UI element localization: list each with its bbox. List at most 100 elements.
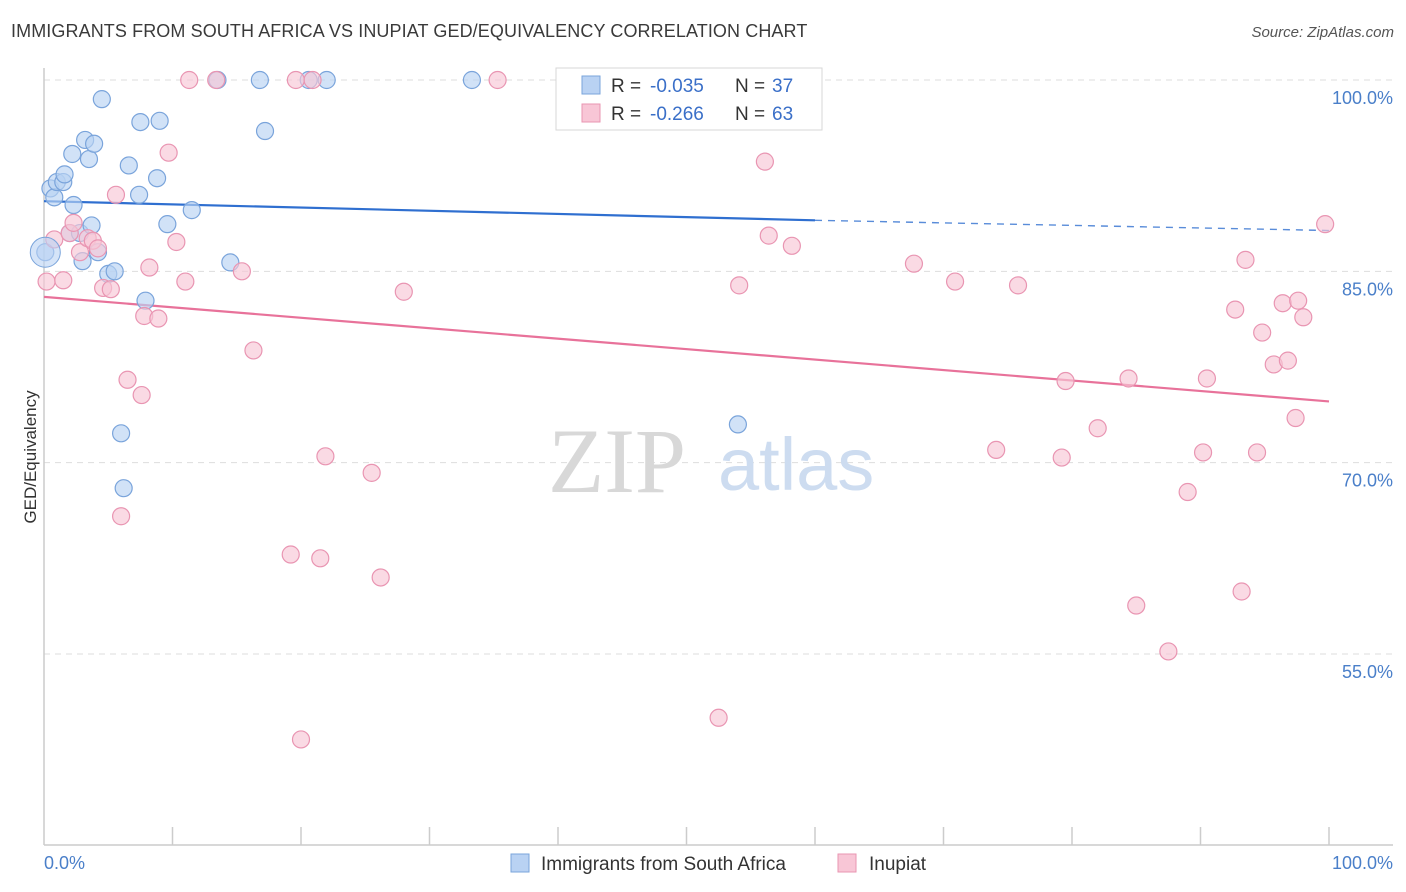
point-south-africa-large [29, 236, 61, 268]
point-inupiat [1193, 443, 1213, 462]
point-south-africa [158, 215, 177, 234]
point-south-africa [728, 415, 748, 434]
point-south-africa [462, 70, 482, 90]
point-inupiat [488, 70, 507, 90]
point-inupiat [1247, 443, 1267, 462]
point-inupiat [1273, 294, 1292, 313]
point-inupiat [730, 276, 749, 295]
point-inupiat [176, 272, 195, 291]
point-south-africa [79, 149, 99, 169]
point-inupiat [207, 70, 226, 90]
point-inupiat [1316, 215, 1335, 234]
legend-swatch-pink [837, 853, 857, 873]
point-inupiat [1052, 448, 1071, 467]
point-inupiat [945, 272, 965, 291]
point-south-africa [150, 111, 169, 130]
point-south-africa [45, 188, 64, 207]
point-inupiat [281, 545, 300, 564]
legend: Immigrants from South Africa Inupiat [510, 853, 927, 875]
point-inupiat [394, 282, 413, 301]
legend-label-pink: Inupiat [869, 854, 927, 875]
point-inupiat [1236, 250, 1255, 269]
point-south-africa [250, 70, 269, 90]
point-south-africa [111, 424, 131, 443]
point-inupiat [1159, 642, 1178, 661]
point-south-africa [147, 169, 167, 188]
chart-title: IMMIGRANTS FROM SOUTH AFRICA VS INUPIAT … [11, 21, 808, 41]
stats-r-label-blue: R = [611, 76, 641, 97]
point-south-africa [64, 195, 83, 215]
point-inupiat [1294, 308, 1313, 327]
point-inupiat [709, 708, 728, 727]
point-south-africa [119, 156, 138, 175]
grid-layer [44, 79, 1393, 655]
stats-n-value-blue: 37 [772, 76, 793, 97]
point-south-africa [63, 144, 82, 164]
watermark-zip: ZIP [548, 410, 686, 512]
point-south-africa [136, 291, 155, 310]
x-tick-label-max: 100.0% [1332, 853, 1393, 873]
point-inupiat [1253, 323, 1272, 342]
point-inupiat [159, 143, 178, 162]
stats-swatch-pink [581, 103, 601, 123]
point-inupiat [118, 370, 137, 389]
point-inupiat [244, 341, 263, 360]
point-inupiat [1088, 419, 1107, 438]
watermark: ZIP atlas [548, 410, 874, 512]
point-inupiat [1008, 276, 1028, 295]
stats-legend-box: R = -0.035 N = 37 R = -0.266 N = 63 [555, 67, 823, 131]
x-tick-label-min: 0.0% [44, 853, 85, 873]
point-inupiat [1119, 369, 1138, 388]
labels-layer: GED/Equivalency 0.0% 100.0% 55.0% 70.0% 85… [21, 88, 1393, 873]
point-south-africa [85, 134, 104, 153]
point-inupiat [54, 271, 73, 290]
point-inupiat [1286, 408, 1305, 428]
point-inupiat [759, 226, 778, 245]
point-inupiat [755, 152, 774, 171]
trend-line-south-africa [43, 200, 816, 222]
point-inupiat [1056, 371, 1075, 391]
point-south-africa [131, 112, 150, 132]
point-inupiat [1178, 482, 1197, 502]
point-inupiat [782, 236, 801, 255]
y-tick-label: 55.0% [1342, 662, 1393, 682]
point-inupiat [37, 272, 56, 291]
point-inupiat [1197, 369, 1217, 388]
legend-swatch-blue [510, 853, 530, 873]
y-tick-label: 85.0% [1342, 279, 1393, 299]
point-inupiat [291, 730, 311, 749]
point-inupiat [101, 280, 120, 299]
trend-layer [43, 200, 1330, 403]
point-inupiat [180, 70, 199, 90]
y-tick-label: 70.0% [1342, 471, 1393, 491]
point-inupiat [70, 243, 90, 262]
point-inupiat [232, 262, 251, 281]
point-inupiat [1278, 351, 1297, 370]
point-inupiat [303, 70, 322, 90]
stats-r-value-pink: -0.266 [650, 104, 704, 125]
trend-line-inupiat [43, 295, 1330, 403]
point-inupiat [286, 70, 305, 90]
point-inupiat [987, 440, 1006, 460]
point-south-africa [182, 201, 201, 220]
point-south-africa [255, 121, 275, 141]
point-inupiat [316, 447, 335, 466]
y-axis-title: GED/Equivalency [21, 390, 40, 524]
stats-r-value-blue: -0.035 [650, 76, 704, 97]
point-inupiat [1226, 300, 1245, 319]
point-inupiat [1289, 291, 1308, 310]
point-inupiat [111, 507, 131, 526]
point-inupiat [149, 309, 168, 328]
points-layer [29, 70, 1335, 749]
watermark-atlas: atlas [718, 423, 874, 506]
point-inupiat [904, 254, 924, 273]
axis-layer [43, 68, 1393, 846]
point-inupiat [140, 258, 159, 277]
point-inupiat [371, 568, 390, 587]
y-tick-label: 100.0% [1332, 88, 1393, 108]
point-south-africa [105, 262, 124, 281]
point-inupiat [311, 549, 330, 568]
point-south-africa [114, 479, 133, 498]
stats-n-label-blue: N = [735, 76, 765, 97]
